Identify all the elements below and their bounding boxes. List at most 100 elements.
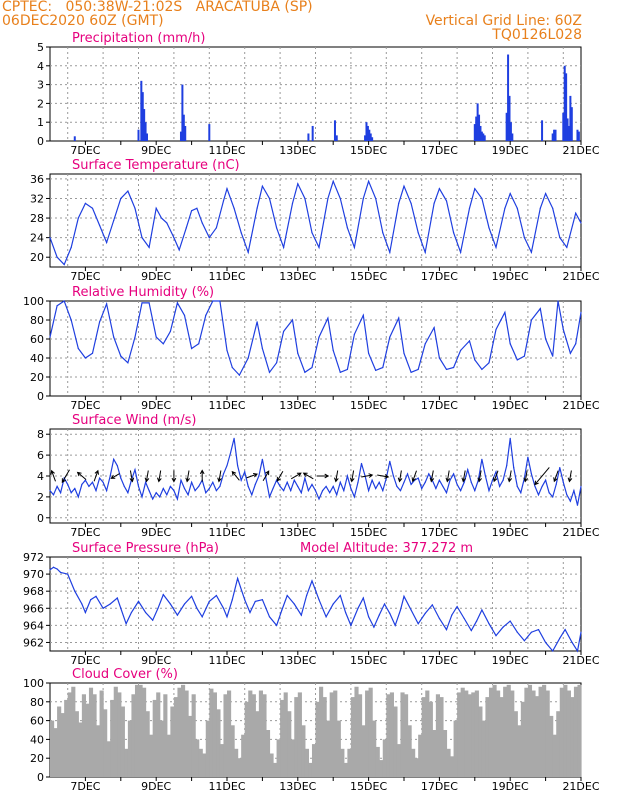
temperature-point: [178, 249, 180, 251]
wind-point: [258, 475, 260, 477]
wind-point: [226, 464, 228, 467]
wind-xtick-label: 21DEC: [562, 526, 599, 539]
cloud-cover-bar: [492, 684, 497, 777]
cloud-cover-bar: [262, 694, 267, 777]
wind-point: [513, 467, 515, 469]
temperature-point: [291, 202, 294, 204]
precipitation-bar: [479, 125, 482, 141]
precipitation-bar: [335, 135, 338, 141]
wind-arrow: [349, 470, 355, 483]
cloud-cover-xtick-label: 17DEC: [421, 780, 458, 793]
wind-point: [98, 477, 101, 479]
precipitation-bar: [541, 120, 544, 141]
pressure-point: [502, 626, 504, 628]
wind-ytick-label: 6: [37, 449, 44, 462]
temperature-point: [509, 192, 511, 195]
precipitation-bar: [475, 116, 478, 141]
temperature-point: [201, 222, 203, 224]
pressure-point: [56, 568, 58, 570]
humidity-point: [452, 366, 455, 369]
wind-point: [293, 479, 295, 481]
humidity-point: [70, 319, 72, 321]
pressure-point: [332, 603, 334, 605]
humidity-point: [98, 321, 101, 323]
wind-point: [251, 494, 253, 496]
wind-point: [137, 485, 140, 488]
pressure-point: [552, 650, 554, 652]
precipitation-ytick-label: 1: [37, 116, 44, 129]
humidity-xtick-label: 17DEC: [421, 399, 458, 412]
temperature-point: [438, 188, 440, 190]
pressure-point: [152, 619, 154, 621]
cloud-cover-bar: [251, 694, 256, 777]
wind-point: [506, 464, 508, 467]
wind-point: [191, 481, 193, 483]
wind-point: [406, 473, 409, 475]
pressure-point: [261, 599, 263, 601]
precipitation-bar: [179, 131, 182, 141]
temperature-ytick-label: 20: [30, 251, 44, 264]
cloud-cover-bar: [350, 697, 356, 777]
temperature-point: [49, 237, 51, 239]
cloud-cover-bar: [50, 720, 55, 777]
wind-arrow: [144, 470, 150, 483]
cloud-cover-bar: [205, 720, 210, 777]
wind-point: [52, 494, 55, 496]
temperature-xtick-label: 9DEC: [141, 270, 171, 283]
wind-arrow: [534, 467, 550, 486]
wind-point: [123, 485, 125, 488]
precipitation-bar: [208, 124, 211, 141]
wind-arrow: [171, 470, 177, 483]
cloud-cover-bar: [496, 690, 501, 777]
cloud-cover-bar: [152, 699, 157, 777]
cloud-cover-bar: [485, 697, 490, 777]
precipitation-bar: [371, 137, 374, 141]
cloud-cover-bar: [389, 692, 394, 777]
pressure-point: [564, 629, 566, 631]
wind-arrow: [276, 470, 284, 482]
wind-arrow: [553, 470, 559, 483]
humidity-point: [212, 300, 214, 302]
wind-xtick-label: 17DEC: [421, 526, 458, 539]
pressure-point: [116, 597, 118, 599]
pressure-ytick-label: 964: [23, 619, 44, 632]
humidity-point: [148, 302, 150, 304]
humidity-point: [481, 368, 483, 370]
temperature-point: [148, 246, 150, 249]
wind-arrow: [317, 473, 330, 479]
cloud-cover-bar: [446, 748, 451, 777]
temperature-point: [346, 227, 348, 229]
cloud-cover-bar: [435, 694, 440, 777]
pressure-point: [350, 624, 352, 626]
cloud-cover-bar: [273, 762, 278, 777]
wind-arrow: [334, 470, 339, 483]
humidity-point: [468, 340, 471, 342]
precipitation-bar: [369, 133, 372, 141]
cloud-cover-bar: [570, 697, 575, 777]
wind-point: [272, 487, 274, 490]
temperature-xtick-label: 19DEC: [492, 270, 529, 283]
wind-point: [212, 481, 214, 483]
cloud-cover-bar: [460, 687, 465, 777]
precipitation-bar: [137, 129, 140, 141]
wind-point: [233, 437, 235, 439]
temperature-point: [460, 251, 462, 253]
cloud-cover-bar: [290, 739, 295, 777]
pressure-point: [268, 616, 271, 618]
cloud-cover-bar: [573, 686, 579, 777]
humidity-point: [113, 336, 115, 338]
cloud-cover-bar: [411, 748, 416, 777]
wind-point: [428, 473, 430, 475]
cloud-cover-bar: [163, 694, 168, 777]
wind-point: [67, 483, 69, 485]
temperature-point: [362, 197, 364, 200]
wind-point: [389, 460, 391, 462]
pressure-point: [208, 600, 210, 603]
humidity-ytick-label: 100: [23, 295, 44, 308]
wind-point: [467, 469, 469, 471]
humidity-point: [176, 302, 179, 304]
temperature-point: [552, 207, 554, 209]
cloud-cover-bar: [396, 744, 402, 777]
pressure-point: [451, 614, 453, 616]
wind-title: Surface Wind (m/s): [72, 413, 196, 428]
